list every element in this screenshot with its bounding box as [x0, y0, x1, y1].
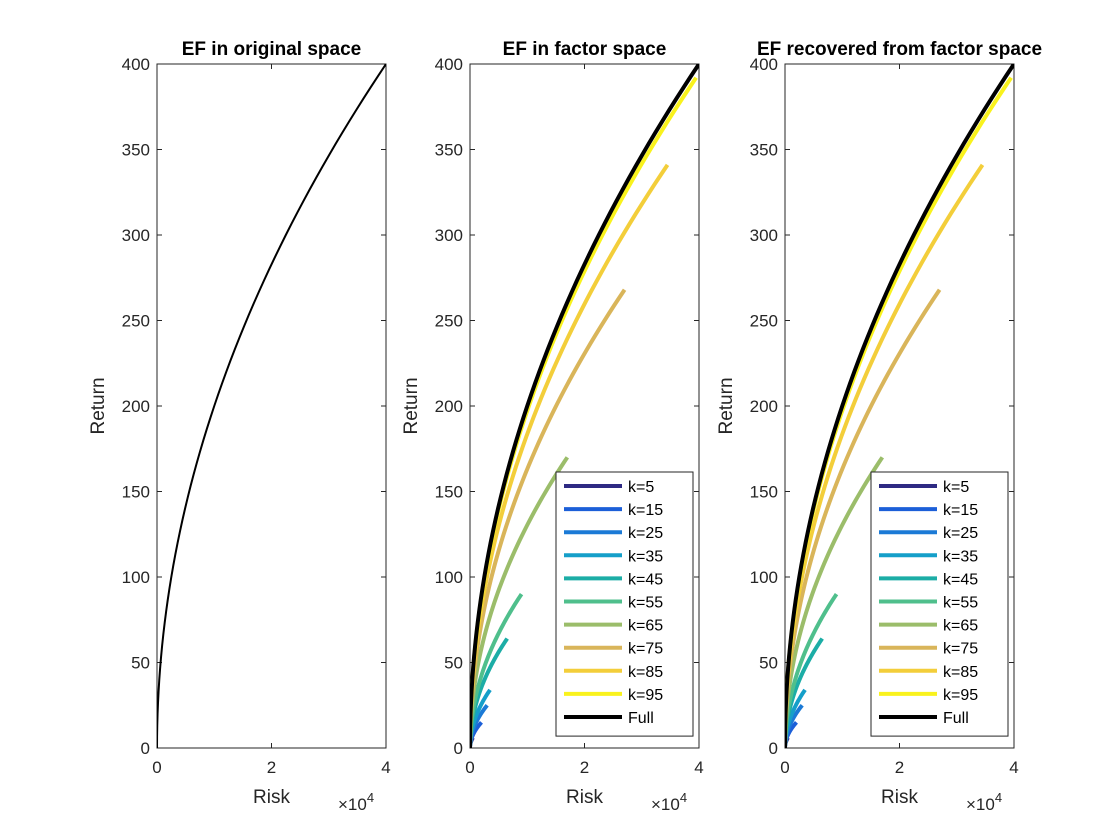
legend-label: k=55	[943, 595, 978, 612]
legend-label: k=85	[943, 664, 978, 681]
legend-label: k=15	[943, 502, 978, 519]
y-tick-label: 100	[435, 568, 463, 587]
x-tick-label: 4	[1009, 758, 1018, 777]
y-tick-label: 250	[435, 312, 463, 331]
y-tick-label: 100	[750, 568, 778, 587]
y-tick-label: 0	[141, 739, 150, 758]
x-tick-label: 0	[465, 758, 474, 777]
chart-panel-1: 0 50 100 150 200 250 300 350 400 0 2 4 EF in origina…	[88, 39, 391, 814]
y-tick-label: 350	[750, 141, 778, 160]
legend-label: k=35	[628, 548, 663, 565]
series-line-full	[470, 64, 699, 748]
legend-label: k=65	[628, 618, 663, 635]
y-tick-label: 100	[122, 568, 150, 587]
legend-label: k=45	[943, 571, 978, 588]
y-tick-label: 50	[444, 654, 463, 673]
x-axis-label: Risk	[881, 787, 918, 808]
y-tick-label: 150	[750, 483, 778, 502]
y-tick-label: 350	[435, 141, 463, 160]
legend-label: k=25	[943, 525, 978, 542]
legend-label: k=55	[628, 595, 663, 612]
y-tick-label: 400	[435, 55, 463, 74]
y-tick-label: 400	[122, 55, 150, 74]
legend-label: k=5	[628, 479, 654, 496]
x-axis-exponent-power: 4	[995, 790, 1002, 805]
legend-box	[870, 471, 1009, 737]
legend-label: k=95	[943, 687, 978, 704]
y-tick-label: 150	[435, 483, 463, 502]
y-tick-label: 0	[454, 739, 463, 758]
legend: k=5 k=15 k=25 k=35 k=45 k=55 k=65 k=75 k=85 k=95 F…	[870, 471, 1009, 737]
x-axis-exponent-base: ×10	[966, 795, 995, 814]
y-axis-label: Return	[88, 377, 109, 434]
legend-label: k=35	[943, 548, 978, 565]
y-tick-label: 200	[750, 397, 778, 416]
legend-label: k=85	[628, 664, 663, 681]
x-tick-label: 4	[694, 758, 703, 777]
legend-label: k=65	[943, 618, 978, 635]
y-tick-label: 0	[769, 739, 778, 758]
x-tick-label: 0	[780, 758, 789, 777]
series-line-full	[785, 64, 1014, 748]
x-axis-label: Risk	[253, 787, 290, 808]
x-axis-exponent: ×104	[966, 790, 1002, 814]
legend-label: k=25	[628, 525, 663, 542]
y-tick-label: 50	[759, 654, 778, 673]
x-axis-exponent-power: 4	[367, 790, 374, 805]
x-axis-exponent: ×104	[338, 790, 374, 814]
y-tick-label: 300	[435, 226, 463, 245]
x-tick-label: 4	[381, 758, 390, 777]
legend: k=5 k=15 k=25 k=35 k=45 k=55 k=65 k=75 k=85 k=95 F…	[555, 471, 694, 737]
legend-label: k=5	[943, 479, 969, 496]
legend-box	[555, 471, 694, 737]
y-tick-label: 200	[435, 397, 463, 416]
legend-label: k=75	[943, 641, 978, 658]
y-tick-label: 300	[122, 226, 150, 245]
chart-panel-2: 0 50 100 150 200 250 300 350 400 0 2 4 EF in factor …	[401, 39, 704, 814]
legend-label: Full	[628, 710, 654, 727]
y-tick-label: 300	[750, 226, 778, 245]
x-axis-exponent-base: ×10	[651, 795, 680, 814]
x-axis-exponent-base: ×10	[338, 795, 367, 814]
legend-label: k=75	[628, 641, 663, 658]
x-tick-label: 2	[895, 758, 904, 777]
legend-label: k=95	[628, 687, 663, 704]
y-axis-label: Return	[401, 377, 422, 434]
legend-label: k=45	[628, 571, 663, 588]
chart-title: EF in original space	[182, 39, 362, 60]
x-axis-exponent: ×104	[651, 790, 687, 814]
y-tick-label: 150	[122, 483, 150, 502]
y-tick-label: 50	[131, 654, 150, 673]
y-tick-label: 350	[122, 141, 150, 160]
legend-label: Full	[943, 710, 969, 727]
x-axis-exponent-power: 4	[680, 790, 687, 805]
x-tick-label: 2	[267, 758, 276, 777]
chart-title: EF in factor space	[503, 39, 667, 60]
x-tick-label: 0	[152, 758, 161, 777]
y-tick-label: 200	[122, 397, 150, 416]
x-tick-label: 2	[580, 758, 589, 777]
chart-title: EF recovered from factor space	[757, 39, 1042, 60]
legend-label: k=15	[628, 502, 663, 519]
y-tick-label: 250	[750, 312, 778, 331]
axes-box	[156, 63, 387, 749]
x-axis-label: Risk	[566, 787, 603, 808]
y-axis-label: Return	[716, 377, 737, 434]
y-tick-label: 400	[750, 55, 778, 74]
y-tick-label: 250	[122, 312, 150, 331]
chart-panel-3: 0 50 100 150 200 250 300 350 400 0 2 4 EF recovered …	[716, 39, 1042, 814]
series-line	[157, 64, 386, 748]
